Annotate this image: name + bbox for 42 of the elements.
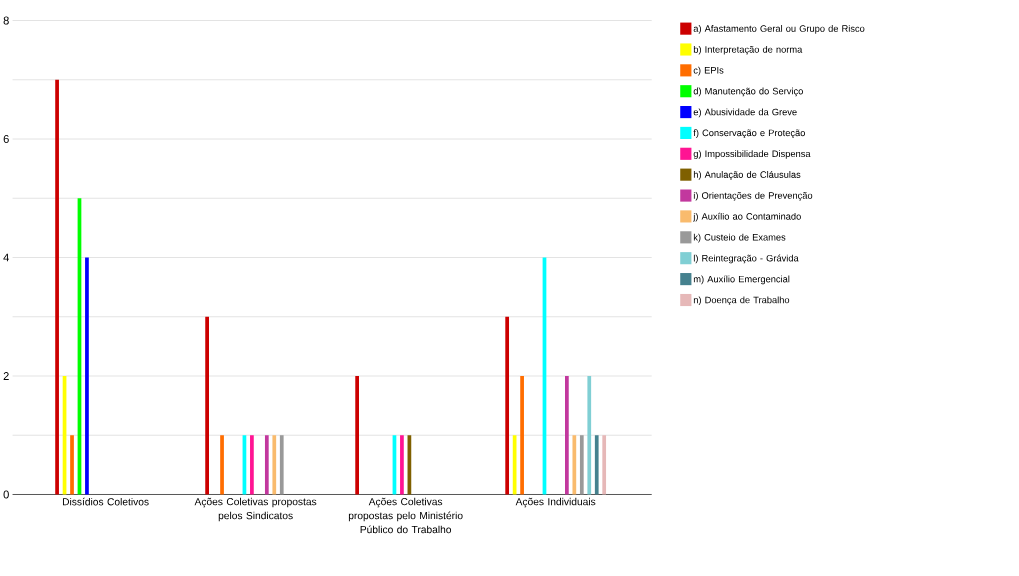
x-tick-label: Ações Individuais [515, 497, 596, 508]
y-tick-label: 4 [3, 253, 9, 262]
bar [272, 435, 277, 495]
legend-label: i) Orientações de Prevenção [693, 192, 813, 201]
bar [579, 435, 584, 495]
bar [279, 435, 284, 495]
bar [264, 435, 269, 495]
legend-label: d) Manutenção do Serviço [693, 87, 803, 97]
x-tick-label: Ações Coletivas propostas pelo Ministério Público do Trabalho [348, 497, 463, 534]
bar [55, 79, 59, 495]
bar [520, 376, 524, 495]
bar [205, 316, 209, 495]
bar [250, 435, 254, 495]
bar [602, 435, 607, 495]
y-tick-label: 8 [3, 16, 9, 25]
bar [70, 435, 74, 495]
bar [505, 316, 510, 495]
legend-label: j) Auxílio ao Contaminado [693, 212, 801, 222]
legend-label: n) Doença de Trabalho [693, 296, 790, 306]
y-tick-label: 2 [3, 372, 9, 381]
bar [594, 435, 599, 495]
legend-label: k) Custeio de Exames [693, 233, 786, 243]
bar [587, 376, 592, 495]
y-tick-label: 0 [3, 490, 9, 499]
legend-label: b) Interpretação de norma [693, 46, 803, 55]
x-tick-label: Ações Coletivas propostas pelos Sindicatos [194, 497, 317, 522]
legend-label: f) Conservação e Proteção [693, 129, 805, 139]
legend-label: g) Impossibilidade Dispensa [693, 150, 811, 160]
legend-label: m) Auxílio Emergencial [693, 275, 790, 285]
legend-label: e) Abusividade da Greve [693, 108, 797, 118]
y-tick-label: 6 [3, 135, 9, 144]
x-tick-label: Dissídios Coletivos [62, 497, 149, 506]
bar [355, 376, 359, 495]
legend-label: l) Reintegração - Grávida [693, 254, 799, 264]
bar [400, 435, 404, 495]
bar [220, 435, 224, 495]
bar [85, 257, 89, 495]
bar [572, 435, 577, 495]
legend-label: a) Afastamento Geral ou Grupo de Risco [693, 25, 865, 34]
legend-label: c) EPIs [693, 66, 724, 76]
legend-label: h) Anulação de Cláusulas [693, 171, 801, 180]
bar [565, 376, 569, 495]
